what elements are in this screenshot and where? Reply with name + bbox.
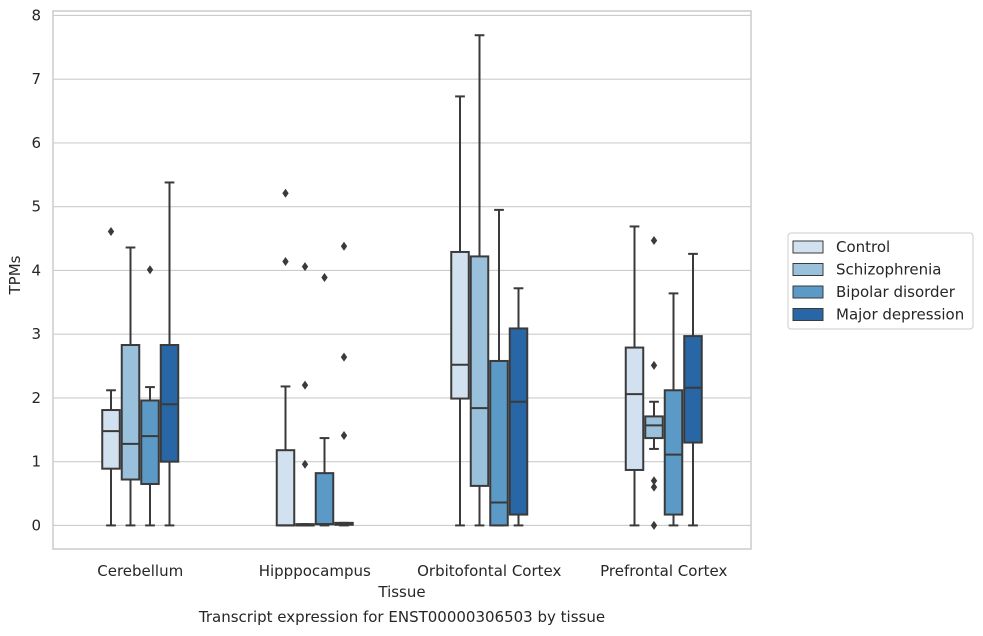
plot-frame xyxy=(52,10,752,550)
legend-label: Schizophrenia xyxy=(836,261,941,279)
outlier-point xyxy=(146,265,154,275)
outlier-point xyxy=(301,459,309,469)
box-iqr xyxy=(644,415,664,440)
box-iqr xyxy=(275,449,296,527)
box-iqr xyxy=(663,389,684,516)
x-tick-labels: Cerebellum Hipppocampus Orbitofontal Corte… xyxy=(97,562,727,580)
outlier-point xyxy=(282,188,289,198)
box-iqr xyxy=(489,359,509,527)
legend-label: Major depression xyxy=(836,306,964,324)
boxes xyxy=(101,34,703,530)
y-tick-label: 0 xyxy=(31,516,41,534)
y-tick-label: 8 xyxy=(31,6,41,24)
box-bipolar-disorder xyxy=(663,292,684,527)
box-schizophrenia xyxy=(120,246,141,527)
outlier-point xyxy=(107,227,115,237)
box-control xyxy=(275,188,296,527)
box-iqr xyxy=(314,472,335,526)
box-bipolar-disorder xyxy=(314,272,335,527)
box-iqr xyxy=(101,409,121,470)
outlier-point xyxy=(340,431,348,441)
box-schizophrenia xyxy=(295,262,315,527)
box-bipolar-disorder xyxy=(489,208,509,527)
outlier-point xyxy=(650,520,658,530)
legend-label: Bipolar disorder xyxy=(836,283,956,301)
y-tick-label: 5 xyxy=(31,198,41,216)
outlier-point xyxy=(321,272,328,282)
box-iqr xyxy=(140,399,160,485)
y-tick-label: 3 xyxy=(31,325,41,343)
box-schizophrenia xyxy=(469,34,490,527)
box-iqr xyxy=(683,335,703,444)
outlier-point xyxy=(301,380,309,390)
legend-swatch xyxy=(792,308,824,321)
y-tick-labels: 0 1 2 3 4 5 6 7 8 xyxy=(31,6,41,534)
box-major-depression xyxy=(334,241,354,527)
outlier-point xyxy=(650,235,658,245)
y-tick-label: 7 xyxy=(31,70,41,88)
box-iqr xyxy=(450,250,470,400)
box-major-depression xyxy=(683,252,703,527)
outlier-point xyxy=(282,257,289,267)
x-tick-label: Prefrontal Cortex xyxy=(600,562,727,580)
figure-caption: Transcript expression for ENST0000030650… xyxy=(198,608,606,626)
y-tick-label: 6 xyxy=(31,134,41,152)
x-tick-label: Hipppocampus xyxy=(259,562,371,580)
box-iqr xyxy=(469,255,490,487)
legend: Control Schizophrenia Bipolar disorder Majo… xyxy=(787,232,974,330)
legend-label: Control xyxy=(836,238,890,256)
x-tick-label: Orbitofontal Cortex xyxy=(417,562,561,580)
legend-swatch xyxy=(792,263,824,276)
box-iqr xyxy=(120,344,141,481)
outlier-point xyxy=(340,241,348,251)
y-axis-label: TPMs xyxy=(6,255,24,295)
legend-frame xyxy=(787,232,974,330)
x-axis-label: Tissue xyxy=(377,583,425,601)
box-control xyxy=(624,225,645,527)
outlier-point xyxy=(650,476,658,486)
outlier-point xyxy=(340,352,348,362)
box-schizophrenia xyxy=(644,235,664,530)
box-bipolar-disorder xyxy=(140,265,160,527)
box-major-depression xyxy=(159,181,180,527)
y-tick-label: 2 xyxy=(31,389,41,407)
box-iqr xyxy=(508,327,529,516)
box-control xyxy=(450,95,470,527)
legend-swatch xyxy=(792,285,824,299)
box-iqr xyxy=(624,346,645,471)
outlier-point xyxy=(650,360,658,370)
y-tick-label: 4 xyxy=(31,261,41,279)
box-control xyxy=(101,227,121,527)
legend-swatch xyxy=(792,240,824,254)
outlier-point xyxy=(301,262,309,272)
outlier-point xyxy=(650,482,658,492)
y-tick-label: 1 xyxy=(31,453,41,471)
box-major-depression xyxy=(508,287,529,527)
x-tick-label: Cerebellum xyxy=(97,562,183,580)
